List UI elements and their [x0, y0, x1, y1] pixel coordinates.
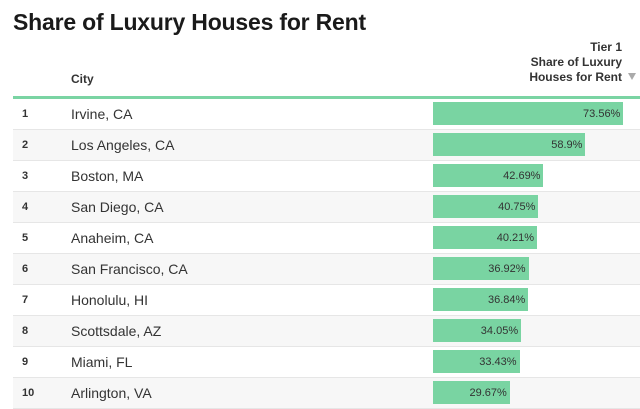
city-cell: San Diego, CA: [71, 199, 164, 215]
city-cell: Anaheim, CA: [71, 230, 154, 246]
table-row: 5 Anaheim, CA 40.21%: [13, 223, 640, 254]
table-header: City Tier 1 Share of Luxury Houses for R…: [13, 38, 640, 95]
city-cell: San Francisco, CA: [71, 261, 188, 277]
value-label: 58.9%: [551, 139, 583, 151]
city-cell: Scottsdale, AZ: [71, 323, 162, 339]
value-bar: [433, 257, 529, 280]
value-bar: [433, 226, 538, 249]
table-row: 8 Scottsdale, AZ 34.05%: [13, 316, 640, 347]
value-bar: [433, 102, 624, 125]
value-bar: [433, 319, 522, 342]
value-label: 42.69%: [503, 170, 541, 182]
city-cell: Los Angeles, CA: [71, 137, 175, 153]
value-label: 40.21%: [496, 232, 535, 244]
value-label: 34.05%: [480, 325, 519, 337]
value-bar: [433, 133, 586, 156]
value-bar: [433, 288, 529, 311]
table-row: 7 Honolulu, HI 36.84%: [13, 285, 640, 316]
value-bar: [433, 381, 510, 404]
column-header-share-line3: Houses for Rent: [529, 70, 622, 84]
rank-cell: 6: [22, 263, 29, 275]
table-row: 9 Miami, FL 33.43%: [13, 347, 640, 378]
value-label: 73.56%: [583, 108, 621, 120]
city-cell: Boston, MA: [71, 168, 144, 184]
table-row: 6 San Francisco, CA 36.92%: [13, 254, 640, 285]
column-header-city[interactable]: City: [71, 72, 94, 86]
column-header-share[interactable]: Tier 1 Share of Luxury Houses for Rent: [529, 40, 622, 85]
value-bar: [433, 350, 520, 373]
sort-descending-icon[interactable]: [628, 73, 636, 80]
rank-cell: 2: [22, 139, 29, 151]
column-header-share-line1: Tier 1: [590, 40, 622, 54]
rank-cell: 5: [22, 232, 29, 244]
rank-cell: 7: [22, 294, 29, 306]
city-cell: Miami, FL: [71, 354, 133, 370]
city-cell: Arlington, VA: [71, 385, 152, 401]
table-row: 3 Boston, MA 42.69%: [13, 161, 640, 192]
rank-cell: 4: [22, 201, 29, 213]
column-header-share-line2: Share of Luxury: [530, 55, 622, 69]
value-bar: [433, 164, 544, 187]
value-label: 36.92%: [488, 263, 526, 275]
rank-cell: 8: [22, 325, 29, 337]
value-label: 29.67%: [469, 387, 507, 399]
city-cell: Irvine, CA: [71, 106, 133, 122]
city-cell: Honolulu, HI: [71, 292, 149, 308]
header-divider: [13, 96, 640, 99]
table-body: 1 Irvine, CA 73.56% 2 Los Angeles, CA 58.9% 3 B…: [13, 99, 640, 409]
table-row: 2 Los Angeles, CA 58.9%: [13, 130, 640, 161]
value-bar: [433, 195, 539, 218]
rank-cell: 9: [22, 356, 29, 368]
rank-cell: 3: [22, 170, 29, 182]
rank-cell: 10: [22, 387, 35, 399]
table-row: 1 Irvine, CA 73.56%: [13, 99, 640, 130]
rank-cell: 1: [22, 108, 29, 120]
chart-title: Share of Luxury Houses for Rent: [13, 9, 366, 35]
value-label: 40.75%: [498, 201, 536, 213]
table-row: 10 Arlington, VA 29.67%: [13, 378, 640, 409]
value-label: 33.43%: [479, 356, 517, 368]
value-label: 36.84%: [488, 294, 526, 306]
table-row: 4 San Diego, CA 40.75%: [13, 192, 640, 223]
